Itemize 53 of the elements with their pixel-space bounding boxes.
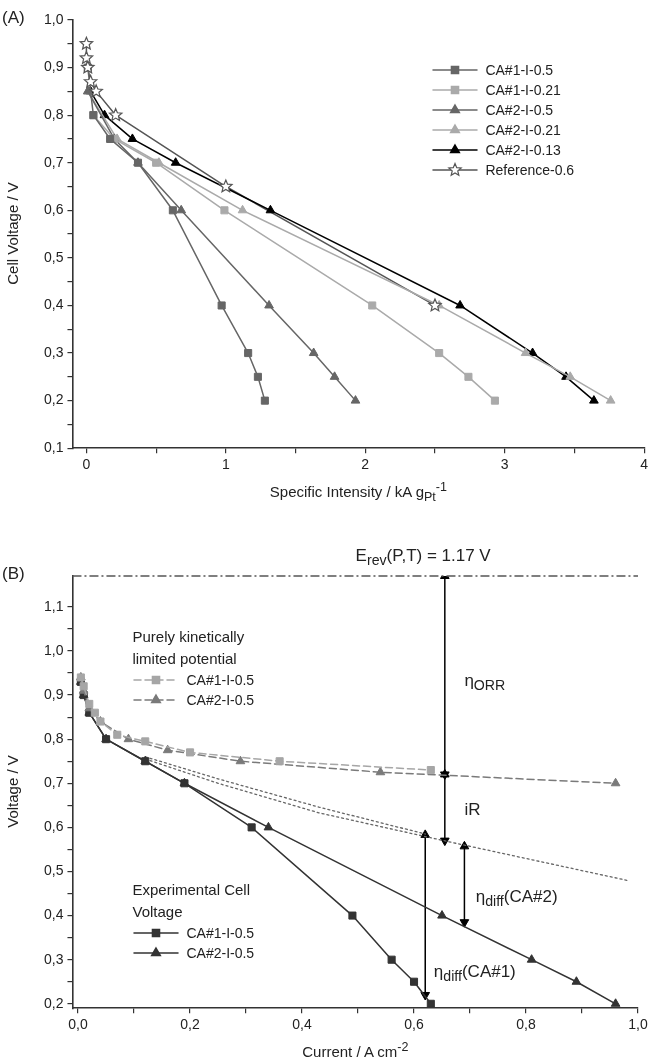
y-tick-label: 0,1: [43, 439, 64, 456]
legend-label: CA#2-I-0.5: [485, 102, 554, 118]
y-tick-label: 0,3: [43, 343, 64, 360]
legend-label: CA#1-I-0.5: [186, 925, 255, 942]
annotation: Purely kinetically limited potential: [132, 627, 246, 669]
y-tick-label: 1,0: [43, 10, 64, 27]
x-tick-label: 0,0: [68, 1016, 88, 1033]
y-tick-label: 0,3: [43, 950, 64, 967]
x-tick-label: 0: [82, 456, 91, 473]
y-axis-title: Voltage / V: [3, 755, 21, 828]
x-tick-label: 0,8: [516, 1016, 536, 1033]
x-axis-title: Current / A cm$^{-2}$: [302, 1040, 409, 1060]
annotation: η$_{diff}$(CA#2): [475, 886, 558, 910]
y-tick-label: 0,9: [43, 58, 64, 75]
x-tick-label: 0,2: [180, 1016, 200, 1033]
y-tick-label: 0,2: [43, 391, 64, 408]
legend-label: CA#2-I-0.5: [186, 692, 255, 708]
y-tick-label: 0,9: [43, 685, 64, 702]
legend-label: CA#1-I-0.5: [485, 62, 554, 78]
y-tick-label: 0,8: [43, 730, 64, 747]
legend-label: CA#2-I-0.13: [485, 142, 561, 158]
annotation: η$_{ORR}$: [464, 670, 506, 694]
y-tick-label: 0,5: [43, 862, 64, 879]
x-tick-label: 4: [640, 456, 649, 473]
y-tick-label: 0,2: [43, 994, 64, 1011]
y-tick-label: 0,8: [43, 106, 64, 123]
x-tick-label: 0,6: [404, 1016, 424, 1033]
chart-title: (A): [2, 8, 25, 28]
y-axis-title: Cell Voltage / V: [3, 182, 21, 285]
legend-label: CA#2-I-0.5: [186, 945, 255, 962]
y-tick-label: 0,7: [43, 153, 64, 170]
annotation: iR: [464, 799, 481, 820]
y-tick-label: 0,4: [43, 906, 64, 923]
x-tick-label: 3: [500, 456, 509, 473]
legend-label: CA#1-I-0.21: [485, 82, 561, 98]
legend-label: Reference-0.6: [485, 162, 575, 178]
x-tick-label: 2: [361, 456, 370, 473]
y-tick-label: 1,1: [43, 597, 64, 614]
annotation: Experimental Cell Voltage: [132, 880, 251, 923]
ref-line-label: E$_{rev}$(P,T) = 1.17 V: [355, 546, 491, 569]
y-tick-label: 0,7: [43, 774, 64, 791]
y-tick-label: 0,6: [43, 201, 64, 218]
y-tick-label: 0,6: [43, 818, 64, 835]
annotation: η$_{diff}$(CA#1): [433, 961, 516, 985]
x-tick-label: 0,4: [292, 1016, 312, 1033]
y-tick-label: 1,0: [43, 641, 64, 658]
x-tick-label: 1: [221, 456, 230, 473]
chart-title: (B): [2, 564, 25, 584]
legend-label: CA#2-I-0.21: [485, 122, 561, 138]
legend-label: CA#1-I-0.5: [186, 672, 255, 688]
x-tick-label: 1,0: [628, 1016, 648, 1033]
y-tick-label: 0,5: [43, 248, 64, 265]
y-tick-label: 0,4: [43, 296, 64, 313]
